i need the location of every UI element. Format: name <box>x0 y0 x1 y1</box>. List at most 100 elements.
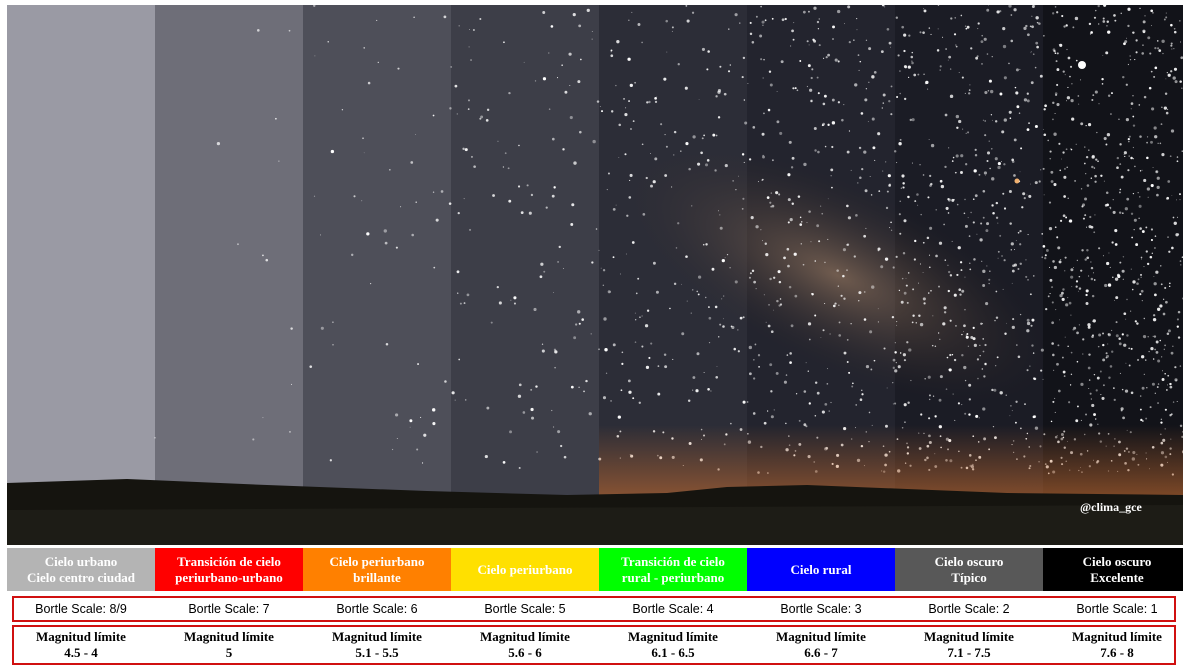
magnitude-line: 5.1 - 5.5 <box>303 645 451 661</box>
star <box>983 375 985 377</box>
star <box>928 376 931 379</box>
star <box>1093 272 1094 273</box>
star <box>487 109 489 111</box>
star <box>1165 93 1167 95</box>
star <box>664 174 667 177</box>
star <box>410 427 411 428</box>
star <box>1033 352 1034 353</box>
star <box>1179 80 1182 83</box>
star <box>930 290 932 292</box>
star <box>540 275 543 278</box>
star <box>1101 397 1104 400</box>
star <box>624 153 626 155</box>
star <box>880 265 883 268</box>
star <box>1161 40 1164 43</box>
star <box>568 53 571 56</box>
star <box>823 329 825 331</box>
star <box>485 455 488 458</box>
bortle-scale: Bortle Scale: 6 <box>303 597 451 621</box>
magnitude-line: Magnitud límite <box>155 629 303 645</box>
star <box>808 64 811 67</box>
star <box>542 349 545 352</box>
star <box>570 116 573 119</box>
star <box>811 293 813 295</box>
star <box>938 332 939 333</box>
star <box>523 411 526 414</box>
star <box>1174 68 1177 71</box>
star <box>1016 240 1017 241</box>
star <box>899 201 901 203</box>
star <box>1157 40 1159 42</box>
star <box>1151 25 1152 26</box>
star <box>1067 167 1068 168</box>
star <box>628 100 630 102</box>
star <box>722 325 725 328</box>
star <box>1053 183 1056 186</box>
star <box>1167 236 1169 238</box>
star <box>457 270 460 273</box>
star <box>955 44 956 45</box>
star <box>929 399 931 401</box>
star <box>1171 352 1174 355</box>
star <box>611 49 613 51</box>
star <box>948 199 951 202</box>
star <box>1068 57 1071 60</box>
star <box>1053 50 1055 52</box>
star <box>1145 359 1146 360</box>
star <box>611 110 613 112</box>
star <box>1103 384 1105 386</box>
star <box>1133 124 1135 126</box>
star <box>956 154 959 157</box>
star <box>631 12 632 13</box>
star <box>878 308 879 309</box>
magnitude-line: 7.1 - 7.5 <box>895 645 1043 661</box>
star <box>505 152 507 154</box>
star <box>611 51 612 52</box>
star <box>1067 297 1068 298</box>
star <box>1108 95 1110 97</box>
star <box>917 205 918 206</box>
star <box>332 321 333 322</box>
star <box>563 268 564 269</box>
star <box>832 38 834 40</box>
star <box>1155 170 1158 173</box>
star <box>687 301 688 302</box>
star <box>1130 59 1131 60</box>
star <box>639 317 640 318</box>
star <box>1180 41 1181 42</box>
star <box>988 283 989 284</box>
star <box>703 135 705 137</box>
star <box>706 68 708 70</box>
star <box>772 18 774 20</box>
star <box>838 101 840 103</box>
star <box>888 184 891 187</box>
star <box>1107 133 1110 136</box>
star <box>1165 301 1168 304</box>
star <box>1035 16 1038 19</box>
star <box>1122 76 1124 78</box>
star <box>929 394 931 396</box>
sky-label: Cielo rural <box>747 548 895 591</box>
star <box>1064 375 1066 377</box>
star <box>1063 214 1066 217</box>
star <box>624 113 627 116</box>
star <box>578 24 581 27</box>
star <box>725 164 728 167</box>
star <box>681 332 684 335</box>
star <box>577 310 580 313</box>
star <box>984 38 987 41</box>
star <box>1027 319 1030 322</box>
bortle-scale: Bortle Scale: 3 <box>747 597 895 621</box>
star <box>1100 371 1102 373</box>
star <box>912 321 914 323</box>
star <box>1035 42 1038 45</box>
star <box>1088 123 1091 126</box>
star <box>470 59 472 61</box>
star <box>1043 379 1044 380</box>
star <box>1138 218 1139 219</box>
star <box>836 269 839 272</box>
star <box>1167 384 1168 385</box>
magnitude-line: Magnitud límite <box>747 629 895 645</box>
star <box>1020 147 1022 149</box>
star <box>843 298 845 300</box>
